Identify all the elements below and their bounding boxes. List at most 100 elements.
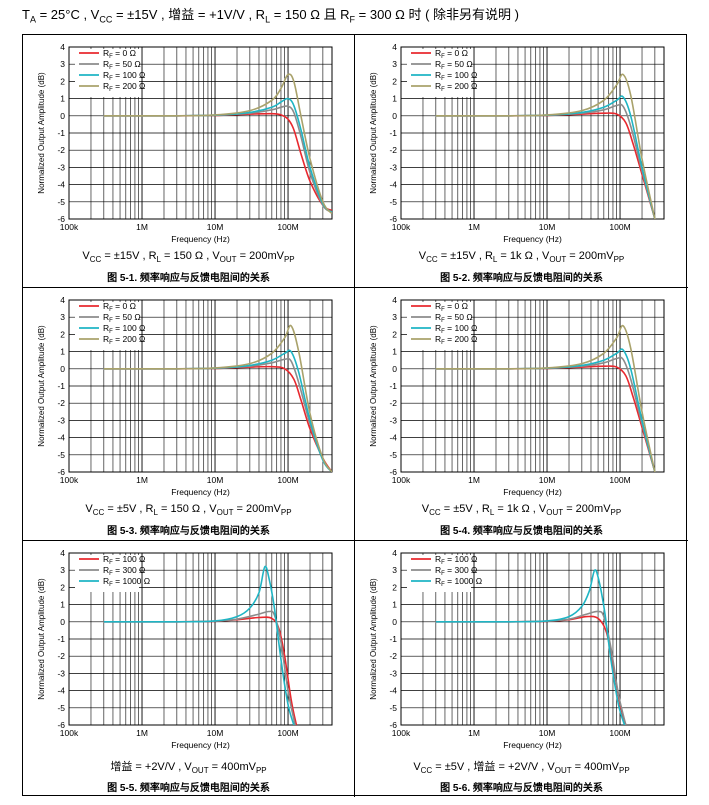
legend-entry: RF = 100 Ω [103,70,145,82]
y-tick-label: 3 [392,565,397,575]
y-tick-label: -3 [389,415,397,425]
legend-entry: RF = 200 Ω [103,334,145,346]
y-tick-label: -4 [389,686,397,696]
y-tick-label: 3 [60,565,65,575]
chart-panel-5-4: 4 3 2 1 0 -1 -2 -3 -4 -5 -6 100k 1M 10M 100M Frequency … [355,288,688,541]
chart-caption: 图 5-1. 频率响应与反馈电阻间的关系 [107,273,270,284]
legend-entry: RF = 200 Ω [103,81,145,93]
legend-entry: RF = 100 Ω [435,554,477,566]
y-tick-label: -3 [57,668,65,678]
y-tick-label: 2 [60,329,65,339]
y-tick-label: 4 [392,295,397,305]
chart-condition: VCC = ±15V , RL = 150 Ω , VOUT = 200mVPP [82,250,295,265]
y-tick-label: 2 [60,582,65,592]
y-tick-label: -6 [57,720,65,730]
x-tick-label: 100M [609,222,630,232]
y-tick-label: -5 [389,450,397,460]
legend-entry: RF = 100 Ω [435,323,477,335]
x-tick-label: 10M [207,728,224,738]
y-tick-label: -5 [389,197,397,207]
y-tick-label: -6 [57,467,65,477]
legend-bg [75,49,139,97]
y-tick-label: 0 [60,617,65,627]
legend-entry: RF = 200 Ω [435,334,477,346]
y-tick-label: 2 [392,76,397,86]
y-tick-label: -5 [57,703,65,713]
x-tick-label: 1M [468,475,480,485]
x-tick-label: 10M [539,475,556,485]
series-line-0 [103,365,332,472]
chart-condition: VCC = ±5V , RL = 1k Ω , VOUT = 200mVPP [421,503,622,518]
page-header: TA = 25°C , VCC = ±15V , 增益 = +1V/V , RL… [22,7,519,25]
y-tick-label: -4 [57,433,65,443]
chart-panel-5-5: 4 3 2 1 0 -1 -2 -3 -4 -5 -6 100k 1M 10M 100M Frequency … [23,541,355,797]
y-tick-label: -3 [389,162,397,172]
y-axis-label: Normalized Output Amplitude (dB) [37,578,46,700]
y-tick-label: -1 [57,128,65,138]
y-tick-label: 1 [60,347,65,357]
legend-entry: RF = 100 Ω [103,554,145,566]
legend-entry: RF = 200 Ω [435,81,477,93]
y-tick-label: -6 [389,214,397,224]
plot-frame [400,299,665,473]
y-tick-label: 1 [392,94,397,104]
y-axis-label: Normalized Output Amplitude (dB) [369,325,378,447]
legend-bg [407,302,471,350]
y-tick-label: 0 [392,617,397,627]
legend-entry: RF = 50 Ω [103,59,141,71]
legend-bg [75,555,139,592]
x-tick-label: 10M [207,222,224,232]
series-line-0 [435,365,656,472]
y-tick-label: -4 [57,180,65,190]
y-tick-label: -2 [389,145,397,155]
series-line-3 [435,324,656,472]
chart-caption: 图 5-4. 频率响应与反馈电阻间的关系 [440,526,603,537]
x-tick-label: 100k [60,222,79,232]
y-tick-label: -1 [57,634,65,644]
x-tick-label: 100k [392,222,411,232]
legend-bg [407,555,471,592]
y-tick-label: 4 [60,42,65,52]
y-tick-label: 1 [60,600,65,610]
chart-caption: 图 5-5. 频率响应与反馈电阻间的关系 [107,783,270,794]
x-tick-label: 10M [539,222,556,232]
chart-panel-5-1: 4 3 2 1 0 -1 -2 -3 -4 -5 -6 100k 1M 10M 100M Frequency … [23,35,355,288]
legend-entry: RF = 0 Ω [103,48,136,60]
figure-grid: 4 3 2 1 0 -1 -2 -3 -4 -5 -6 100k 1M 10M 100M Frequency … [22,34,688,797]
chart-caption: 图 5-2. 频率响应与反馈电阻间的关系 [440,273,603,284]
y-tick-label: -2 [389,398,397,408]
y-tick-label: 0 [60,364,65,374]
x-axis-label: Frequency (Hz) [503,487,562,497]
y-tick-label: -3 [57,415,65,425]
x-tick-label: 1M [136,222,148,232]
legend-entry: RF = 50 Ω [435,312,473,324]
y-tick-label: -5 [57,197,65,207]
x-tick-label: 100k [392,475,411,485]
legend-bg [75,302,139,350]
y-tick-label: -5 [57,450,65,460]
y-tick-label: -2 [57,145,65,155]
y-tick-label: 0 [60,111,65,121]
y-tick-label: 1 [392,347,397,357]
y-tick-label: -5 [389,703,397,713]
x-tick-label: 100M [609,475,630,485]
x-tick-label: 100M [609,728,630,738]
y-tick-label: -1 [389,128,397,138]
legend-entry: RF = 300 Ω [103,565,145,577]
x-axis-label: Frequency (Hz) [171,234,230,244]
x-tick-label: 1M [136,475,148,485]
y-tick-label: -3 [57,162,65,172]
series-line-3 [103,73,332,215]
plot-frame [400,552,665,726]
y-tick-label: 3 [392,312,397,322]
plot-frame [68,552,333,726]
x-axis-label: Frequency (Hz) [503,740,562,750]
y-tick-label: 4 [60,548,65,558]
legend-bg [407,49,471,97]
y-tick-label: -6 [389,467,397,477]
chart-condition: VCC = ±5V , RL = 150 Ω , VOUT = 200mVPP [85,503,292,518]
legend-entry: RF = 50 Ω [435,59,473,71]
